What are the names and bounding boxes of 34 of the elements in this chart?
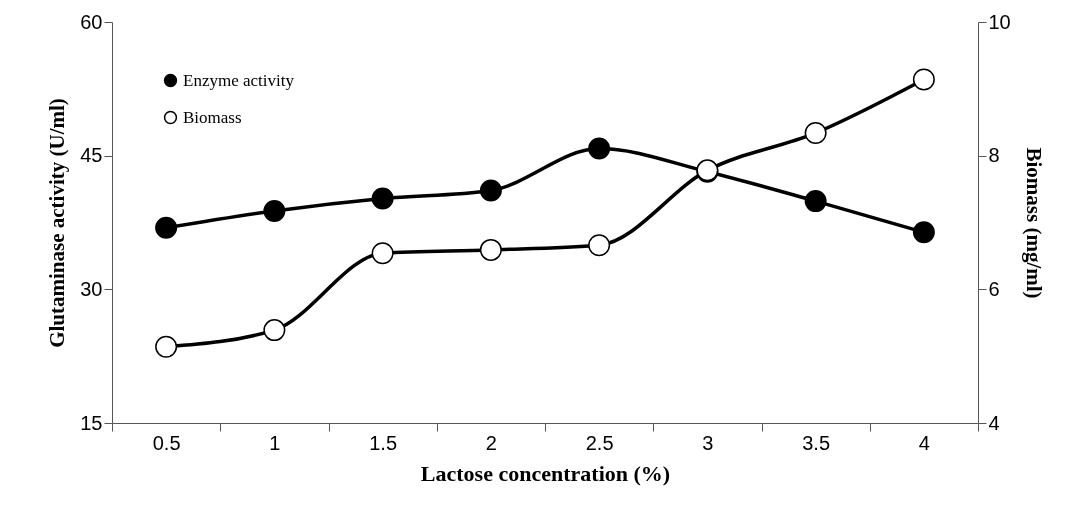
x-tick-label: 2	[485, 431, 497, 454]
point	[155, 216, 178, 239]
x-tick-label: 1	[269, 431, 281, 454]
x-tick-label: 1.5	[369, 431, 398, 454]
y2-tick-label: 8	[988, 144, 1000, 167]
point	[804, 121, 827, 144]
y-tick-label: 15	[80, 411, 103, 434]
y-tick-label: 45	[80, 144, 103, 167]
y2-tick-label: 6	[988, 277, 1000, 300]
x-tick-label: 4	[918, 431, 930, 454]
point	[912, 68, 935, 91]
y2-tick-label: 4	[988, 411, 1000, 434]
point	[588, 234, 611, 257]
legend-label: Biomass	[183, 107, 242, 127]
x-tick-label: 3	[702, 431, 714, 454]
x-tick-label: 0.5	[152, 431, 181, 454]
x-axis-title: Lactose concentration (%)	[420, 460, 671, 486]
y-tick-label: 30	[80, 277, 103, 300]
point	[263, 199, 286, 222]
point	[371, 187, 394, 210]
point	[588, 137, 611, 160]
point	[912, 221, 935, 244]
y2-tick-label: 10	[988, 10, 1011, 33]
y-tick-label: 60	[80, 10, 103, 33]
legend-label: Enzyme activity	[183, 70, 295, 90]
point	[479, 179, 502, 202]
point	[804, 190, 827, 213]
x-tick-label: 3.5	[802, 431, 831, 454]
x-tick-label: 2.5	[585, 431, 614, 454]
y-axis-title: Glutaminase activity (U/ml)	[45, 98, 70, 348]
point	[371, 242, 394, 265]
point	[479, 238, 502, 261]
point	[263, 319, 286, 342]
y2-axis-title: Biomass (mg/ml)	[1021, 147, 1046, 299]
